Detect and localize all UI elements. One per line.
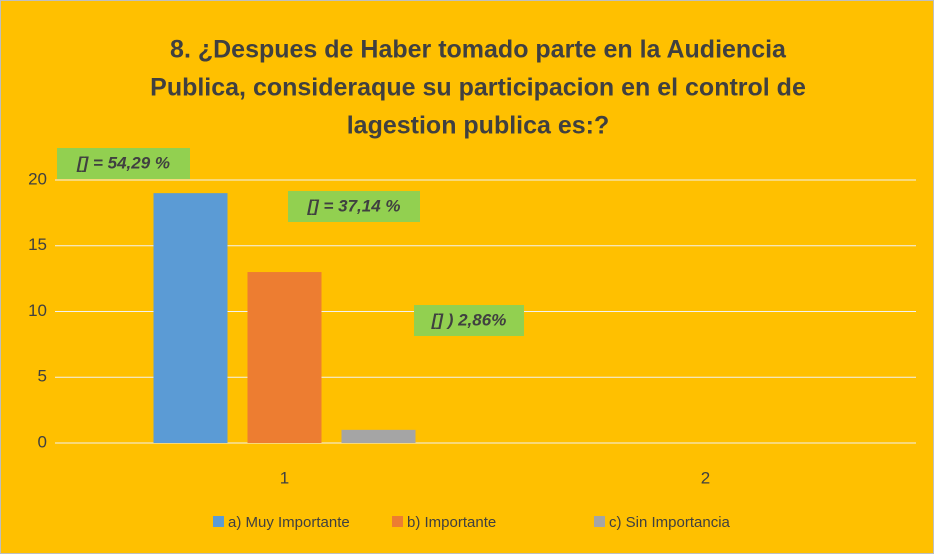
chart-title: 8. ¿Despues de Haber tomado parte en la … [170,36,787,64]
bar [341,429,416,443]
annotation: [] = 54,29 % [76,153,170,172]
annotation-box [414,305,524,336]
legend-swatch [392,516,403,527]
legend-label: b) Importante [407,514,496,531]
y-tick-label: 5 [38,367,47,386]
legend-label: c) Sin Importancia [609,514,731,531]
y-tick-label: 20 [28,169,47,188]
annotation: [] = 37,14 % [306,196,400,215]
legend-label: a) Muy Importante [228,514,350,531]
y-tick-label: 10 [28,301,47,320]
y-tick-label: 0 [38,432,47,451]
annotation-box [288,191,420,222]
annotation: [] ) 2,86% [431,310,507,329]
bar [153,193,228,443]
legend-swatch [594,516,605,527]
x-tick-label: 1 [280,468,289,487]
x-tick-label: 2 [701,468,710,487]
chart-title: lagestion publica es:? [347,112,610,140]
legend-swatch [213,516,224,527]
bar [247,272,322,443]
chart-title: Publica, consideraque su participacion e… [150,74,806,102]
y-tick-label: 15 [28,235,47,254]
annotation-box [57,148,190,179]
